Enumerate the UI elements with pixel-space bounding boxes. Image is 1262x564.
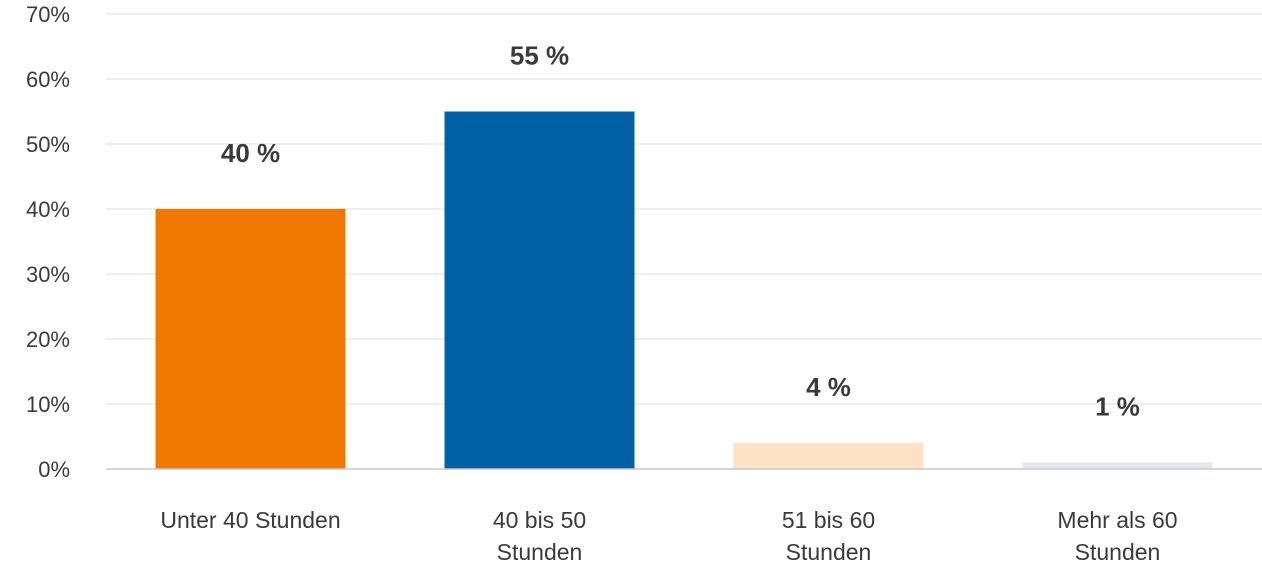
data-label: 55 % xyxy=(510,41,569,71)
data-label: 1 % xyxy=(1095,392,1140,422)
data-label: 4 % xyxy=(806,372,851,402)
y-tick-label: 70% xyxy=(26,2,70,27)
bar xyxy=(1022,462,1213,469)
data-label: 40 % xyxy=(221,138,280,168)
y-tick-label: 60% xyxy=(26,67,70,92)
data-labels: 40 % 55 % 4 % 1 % xyxy=(221,41,1140,422)
y-tick-label: 20% xyxy=(26,327,70,352)
category-label: Unter 40 Stunden xyxy=(160,507,340,533)
bar xyxy=(155,209,346,469)
y-tick-label: 40% xyxy=(26,197,70,222)
y-tick-label: 10% xyxy=(26,392,70,417)
y-tick-label: 50% xyxy=(26,132,70,157)
x-axis-categories: Unter 40 Stunden 40 bis 50 Stunden 51 bis 6… xyxy=(160,507,1177,564)
category-label: 51 bis 60 Stunden xyxy=(782,507,875,564)
category-label: 40 bis 50 Stunden xyxy=(493,507,586,564)
bar xyxy=(733,443,924,469)
y-axis-ticks: 0% 10% 20% 30% 40% 50% 60% 70% xyxy=(26,2,70,482)
bar xyxy=(444,111,635,469)
y-tick-label: 0% xyxy=(38,457,70,482)
y-tick-label: 30% xyxy=(26,262,70,287)
category-label: Mehr als 60 Stunden xyxy=(1057,507,1177,564)
bars xyxy=(155,111,1213,469)
